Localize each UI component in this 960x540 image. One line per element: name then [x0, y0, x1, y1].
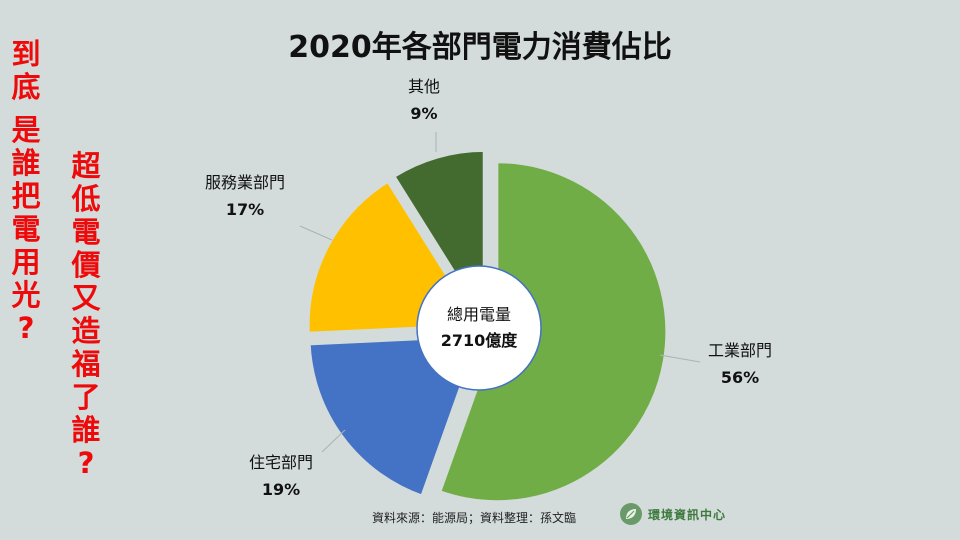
brand: 環境資訊中心 [620, 503, 726, 525]
brand-name: 環境資訊中心 [648, 507, 727, 522]
side-slogan-right: 超低電價又造福了誰? [71, 149, 101, 480]
slice-value-0: 56% [721, 368, 759, 387]
slice-label-3: 其他 [408, 77, 440, 96]
leader-line-1 [321, 429, 346, 453]
slice-value-1: 19% [262, 480, 300, 499]
leader-line-2 [299, 225, 333, 241]
slice-value-3: 9% [410, 104, 437, 123]
source-note: 資料來源：能源局；資料整理：孫文臨 [372, 511, 577, 525]
center-label-0: 總用電量 [447, 305, 511, 324]
pie-slice-1 [307, 334, 482, 499]
pie-slice-0 [437, 160, 669, 504]
slice-value-2: 17% [226, 200, 264, 219]
donut-hole [416, 265, 542, 391]
center-label-1: 2710億度 [441, 331, 519, 350]
slice-label-1: 住宅部門 [249, 453, 313, 472]
slice-label-2: 服務業部門 [205, 173, 285, 192]
slice-label-0: 工業部門 [708, 341, 772, 360]
side-slogan-left: 到底 是誰把電用光? [11, 37, 41, 345]
leaf-icon [620, 503, 642, 525]
leader-line-0 [659, 354, 701, 363]
chart-title: 2020年各部門電力消費佔比 [288, 30, 672, 65]
